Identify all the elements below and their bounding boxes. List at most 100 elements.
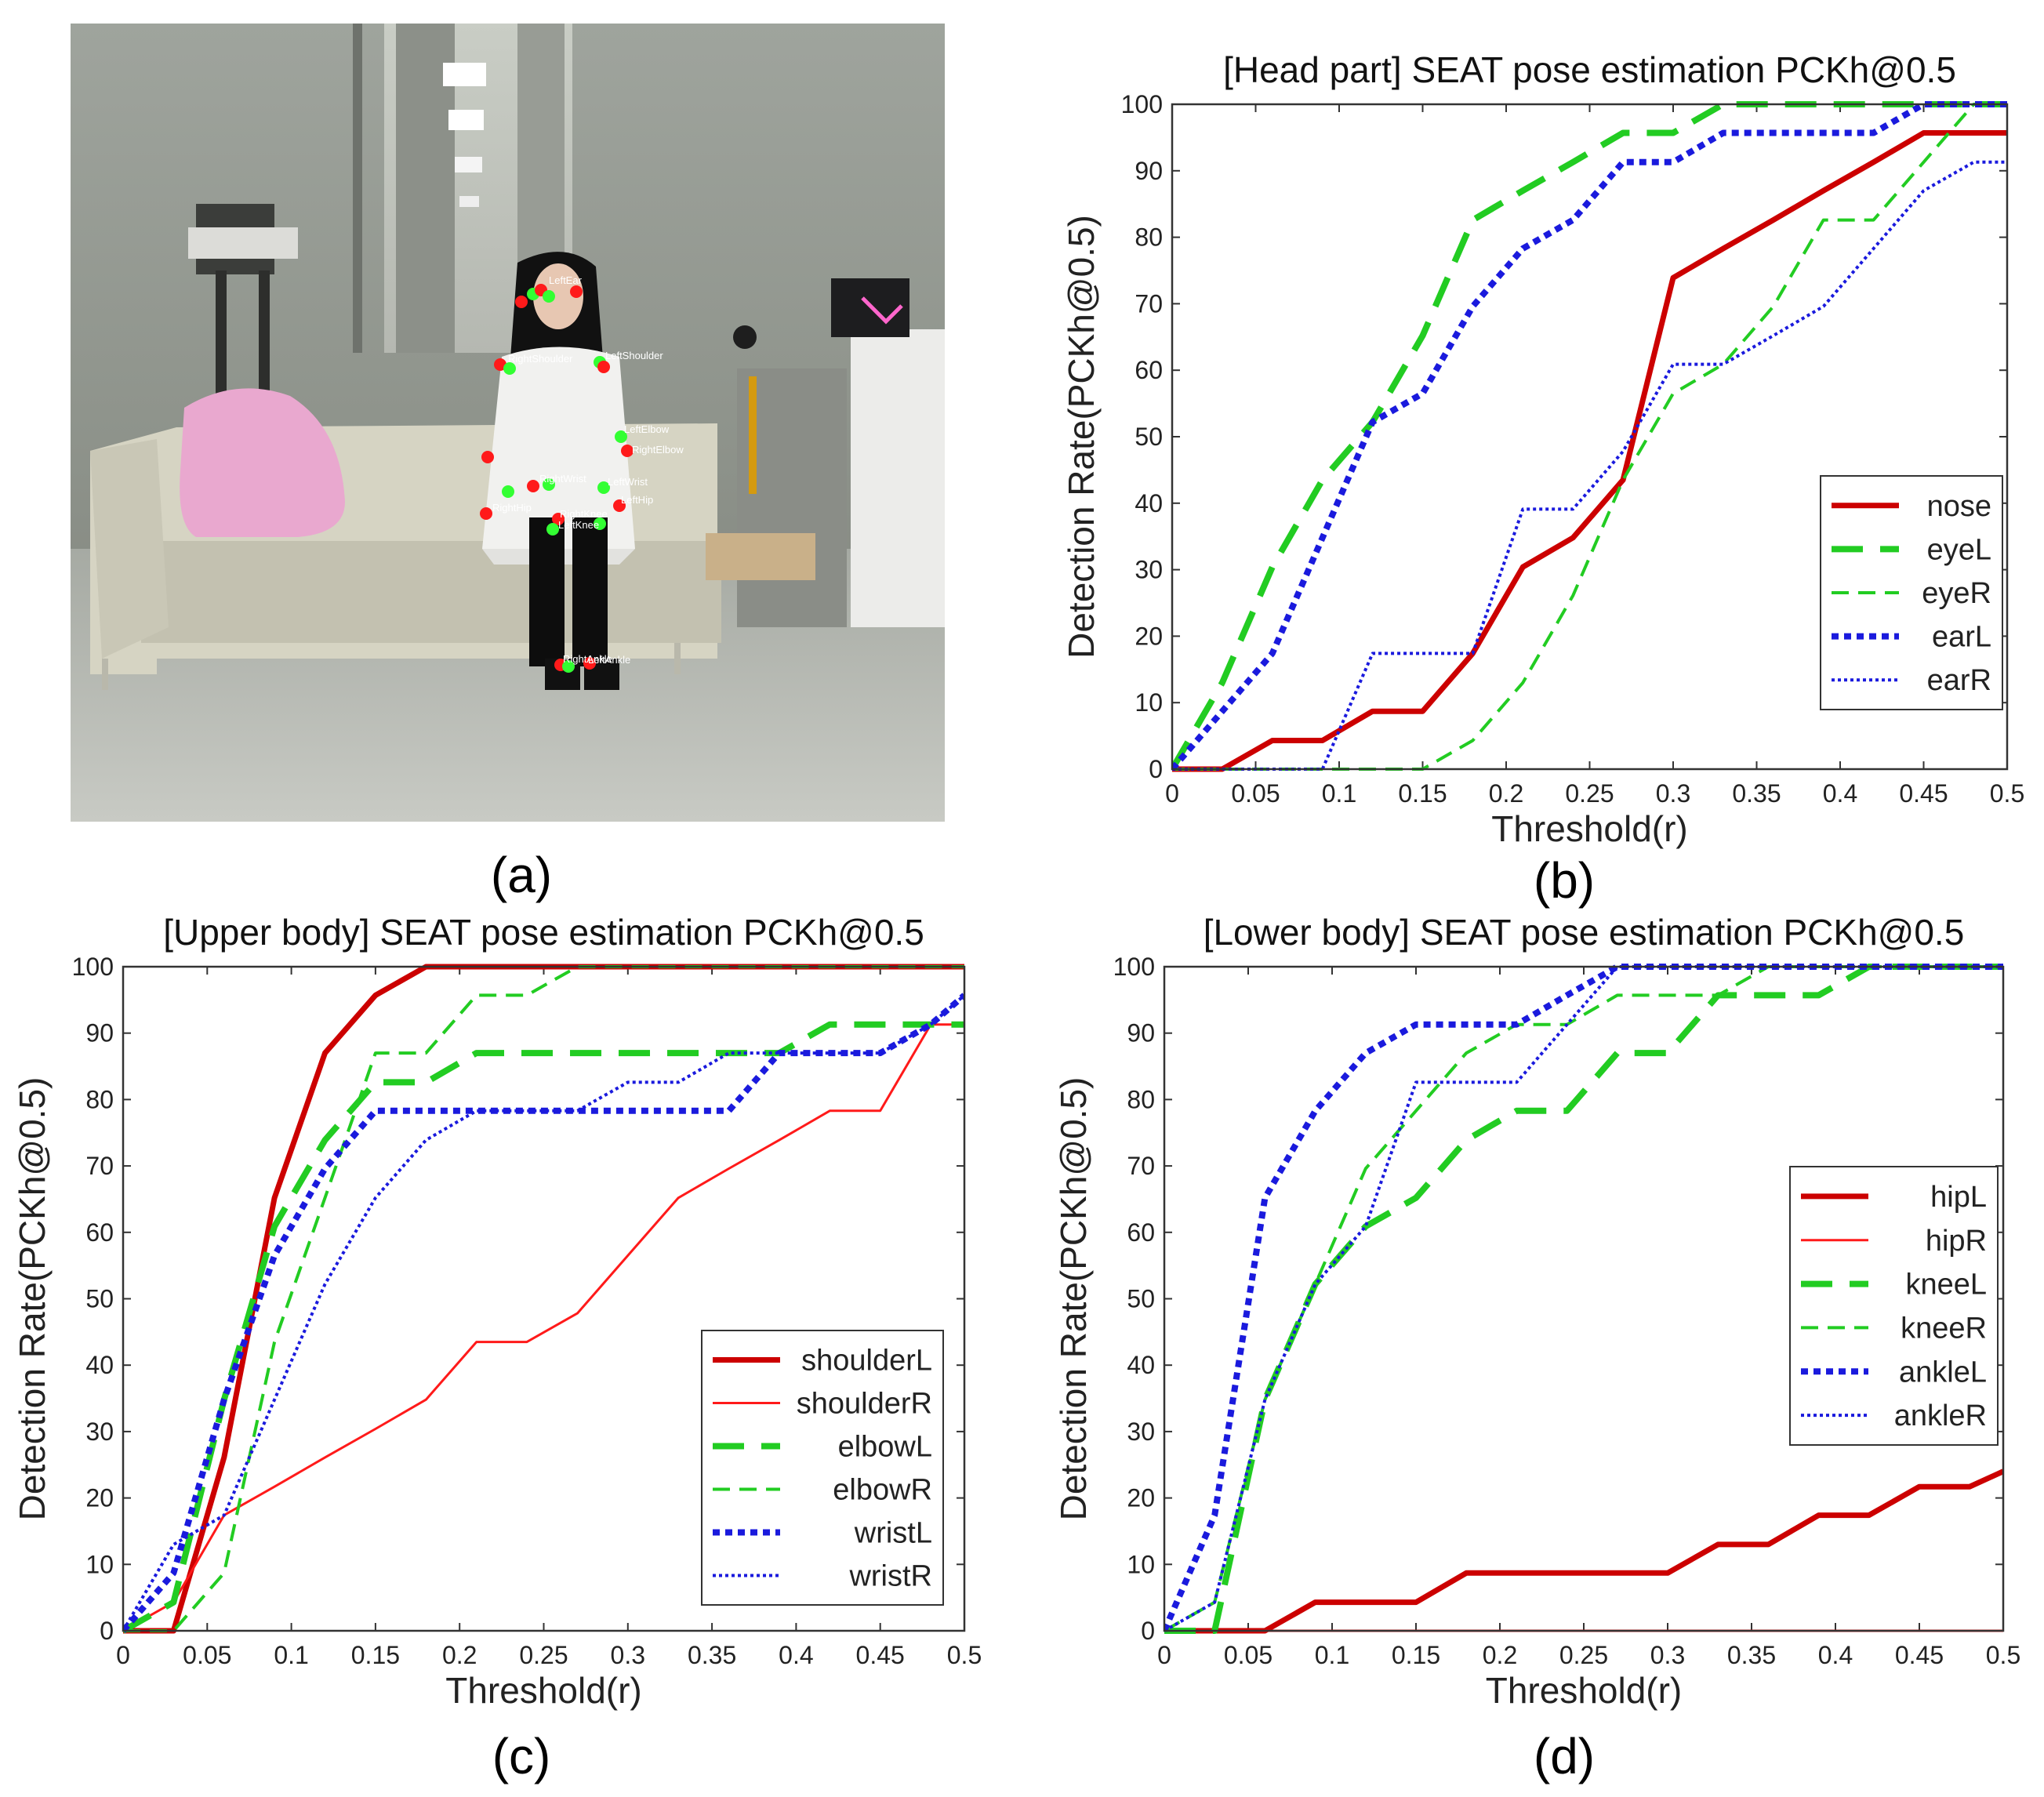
legend-label-elbowR: elbowR	[833, 1474, 932, 1507]
y-tick-label: 80	[1135, 223, 1163, 252]
series-line-elbowL	[123, 1021, 964, 1634]
legend: hipL hipR kneeL kneeR ankleL ankleR	[1789, 1166, 1999, 1446]
x-tick-label: 0.1	[274, 1641, 308, 1669]
keypoint-dot	[515, 296, 528, 308]
x-tick-label: 0.5	[1990, 779, 2024, 808]
x-tick-label: 0.05	[1224, 1641, 1273, 1669]
y-tick-label: 100	[1113, 953, 1155, 981]
photo-monitor-graphic	[861, 296, 903, 325]
legend-label-nose: nose	[1927, 490, 1991, 523]
x-tick-label: 0.5	[1986, 1641, 2020, 1669]
photo-ceiling-light	[443, 63, 486, 86]
x-axis-title: Threshold(r)	[1486, 1670, 1683, 1711]
legend-label-ankleR: ankleR	[1894, 1399, 1987, 1432]
x-tick-label: 0.15	[1398, 779, 1447, 808]
legend-label-wristR: wristR	[848, 1560, 932, 1593]
photo-sofa-leg	[102, 659, 108, 690]
keypoint-dot	[494, 358, 506, 371]
keypoint-dot	[552, 513, 565, 525]
series-line-earR	[1172, 160, 2007, 771]
keypoint-dot	[613, 499, 626, 512]
photo-pink-cushion	[180, 388, 345, 537]
caption-a: (a)	[491, 847, 552, 903]
y-tick-label: 20	[1127, 1484, 1155, 1512]
x-tick-label: 0	[1157, 1641, 1171, 1669]
y-tick-label: 100	[1121, 90, 1163, 118]
keypoint-label: LeftElbow	[624, 423, 670, 435]
x-tick-label: 0.25	[1559, 1641, 1608, 1669]
keypoint-label: RightKnee	[560, 508, 608, 520]
legend-label-hipR: hipR	[1926, 1225, 1987, 1258]
y-tick-label: 50	[1127, 1285, 1155, 1313]
x-tick-label: 0.25	[1565, 779, 1614, 808]
keypoint-dot	[597, 481, 610, 494]
x-tick-label: 0.3	[1650, 1641, 1685, 1669]
y-tick-label: 30	[85, 1418, 114, 1446]
keypoint-label: RightElbow	[632, 444, 684, 456]
chart-head: [Head part] SEAT pose estimation PCKh@0.…	[1061, 49, 2024, 849]
x-tick-label: 0.45	[1899, 779, 1948, 808]
y-tick-label: 0	[1141, 1617, 1155, 1645]
keypoint-dot	[621, 445, 634, 457]
legend-label-earL: earL	[1932, 621, 1991, 654]
photo-cardboard-box	[706, 533, 815, 580]
x-tick-label: 0.35	[1732, 779, 1781, 808]
photo-camera-rig	[188, 227, 298, 259]
x-tick-label: 0.3	[1656, 779, 1690, 808]
keypoint-label: LeftEar	[549, 274, 583, 286]
y-tick-label: 40	[1135, 489, 1163, 517]
y-tick-label: 60	[85, 1218, 114, 1247]
y-tick-label: 100	[72, 953, 114, 981]
photo-sofa-leg	[674, 643, 681, 674]
keypoint-label: LeftAnkle	[588, 654, 630, 666]
series-line-elbowR	[123, 965, 964, 1632]
y-tick-label: 50	[85, 1285, 114, 1313]
y-tick-label: 80	[1127, 1085, 1155, 1113]
photo-sofa-arm	[90, 439, 169, 659]
plot-frame	[1163, 965, 2005, 1632]
photo-panel: LeftEar RightShoulder LeftShoulder LeftElbo…	[71, 24, 945, 822]
legend-box	[1789, 1166, 1999, 1446]
photo-person-coat	[482, 347, 635, 549]
y-tick-label: 40	[85, 1351, 114, 1379]
photo-person-leg	[572, 517, 608, 666]
y-tick-label: 70	[85, 1152, 114, 1180]
keypoint-label: LeftKnee	[558, 519, 599, 531]
y-axis-title: Detection Rate(PCKh@0.5)	[1053, 1077, 1094, 1521]
keypoint-label: RightHip	[492, 502, 532, 514]
chart-title: [Lower body] SEAT pose estimation PCKh@0…	[1204, 912, 1965, 953]
series-line-nose	[1172, 130, 2007, 772]
x-tick-label: 0	[1165, 779, 1179, 808]
series-line-wristR	[123, 993, 964, 1632]
x-tick-label: 0.4	[779, 1641, 813, 1669]
y-tick-label: 30	[1135, 556, 1163, 584]
chart-lower-body: [Lower body] SEAT pose estimation PCKh@0…	[1053, 912, 2020, 1711]
x-axis-title: Threshold(r)	[445, 1670, 642, 1711]
x-axis-title: Threshold(r)	[1491, 808, 1688, 849]
y-tick-label: 80	[85, 1085, 114, 1113]
photo-yellow-stand	[749, 376, 757, 494]
y-axis-title: Detection Rate(PCKh@0.5)	[1061, 215, 1102, 659]
keypoint-dot	[502, 485, 514, 498]
x-tick-label: 0.05	[183, 1641, 231, 1669]
keypoint-label: RightAnkle	[563, 653, 612, 665]
chart-upper-body: [Upper body] SEAT pose estimation PCKh@0…	[12, 912, 982, 1711]
legend-box	[1820, 475, 2003, 710]
photo-keypoints: LeftEar RightShoulder LeftShoulder LeftElbo…	[480, 274, 684, 673]
legend-label-kneeR: kneeR	[1901, 1312, 1987, 1345]
photo-white-cabinet	[851, 329, 945, 627]
x-tick-label: 0.2	[1483, 1641, 1517, 1669]
y-tick-label: 20	[1135, 622, 1163, 650]
x-tick-label: 0	[116, 1641, 130, 1669]
keypoint-dot	[546, 523, 559, 535]
keypoint-dot	[562, 660, 575, 673]
photo-ceiling-light	[455, 157, 482, 172]
legend-label-shoulderL: shoulderL	[801, 1345, 932, 1378]
keypoint-dot	[570, 285, 583, 298]
y-tick-label: 90	[85, 1019, 114, 1047]
x-tick-label: 0.45	[856, 1641, 905, 1669]
series-line-hipL	[1164, 1468, 2003, 1634]
photo-stand-lamp	[733, 325, 757, 349]
y-tick-label: 90	[1127, 1019, 1155, 1047]
keypoint-label: RightWrist	[539, 473, 586, 485]
